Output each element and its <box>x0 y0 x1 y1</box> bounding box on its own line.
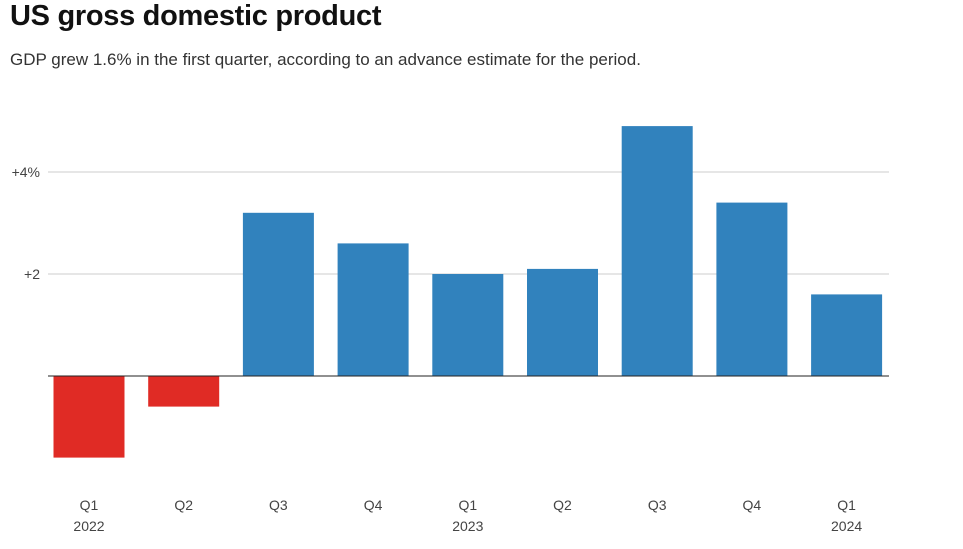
x-tick-label: Q2 <box>174 497 193 513</box>
x-tick-label: Q3 <box>648 497 667 513</box>
x-tick-label: Q2 <box>553 497 572 513</box>
chart-subtitle: GDP grew 1.6% in the first quarter, acco… <box>10 50 641 69</box>
bar <box>242 212 314 376</box>
bar <box>621 126 693 376</box>
bar <box>53 376 125 458</box>
x-tick-label: Q1 <box>837 497 856 513</box>
year-label: 2022 <box>73 518 104 534</box>
x-tick-label: Q1 <box>458 497 477 513</box>
x-tick-label: Q4 <box>743 497 762 513</box>
y-tick-label: +2 <box>24 266 40 282</box>
x-tick-label: Q3 <box>269 497 288 513</box>
bar <box>527 268 598 376</box>
chart-title: US gross domestic product <box>10 0 382 32</box>
y-tick-label: +4% <box>12 164 40 180</box>
bar <box>432 274 504 376</box>
bar <box>337 243 409 376</box>
bar <box>811 294 883 376</box>
bar <box>148 376 220 407</box>
x-tick-label: Q1 <box>80 497 99 513</box>
bar <box>716 202 788 376</box>
year-label: 2023 <box>452 518 483 534</box>
year-label: 2024 <box>831 518 862 534</box>
x-tick-label: Q4 <box>364 497 383 513</box>
